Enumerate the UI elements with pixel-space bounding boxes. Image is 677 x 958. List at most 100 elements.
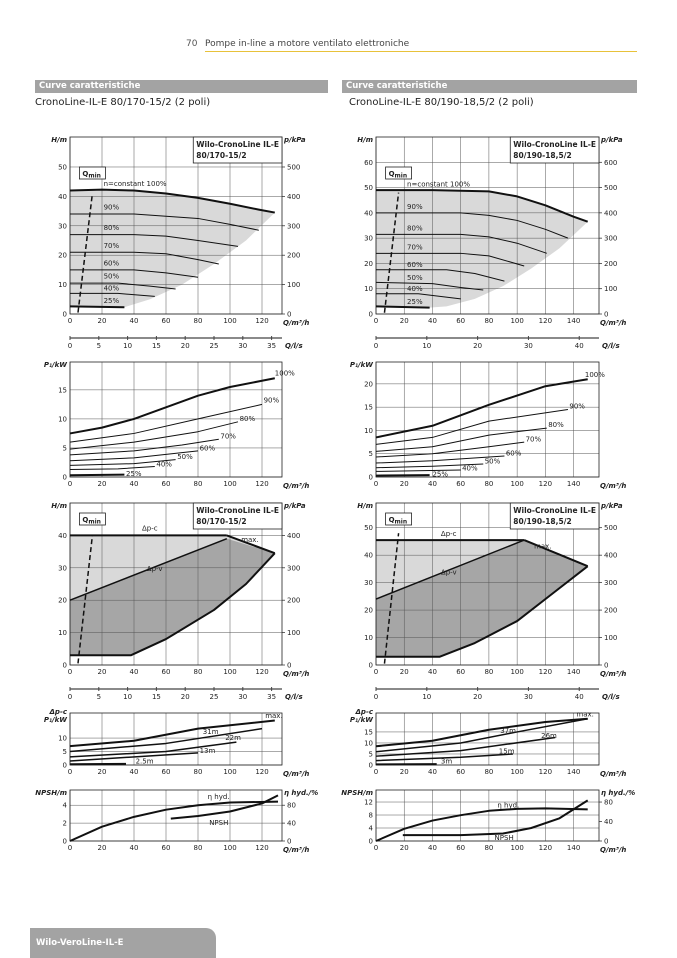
chart-p-left-series-line	[69, 403, 263, 443]
chart-n-right-series-label: NPSH	[495, 834, 514, 842]
chart-h-left-qls-tick-label: 15	[152, 342, 161, 350]
chart-p-right-series-label: 100%	[585, 371, 605, 379]
chart-h-right-frame	[375, 136, 600, 315]
chart-d-left-y2-tick-label: 0	[287, 662, 291, 670]
chart-s-left-x-tick-label: 60	[162, 768, 171, 776]
chart-p-left-x-tick-label: 100	[223, 480, 236, 488]
chart-p-left-series-line	[69, 377, 275, 435]
chart-h-left-frame	[69, 136, 283, 315]
chart-h-left-qls-tick-label: 35	[267, 342, 276, 350]
chart-h-left-series-line	[70, 213, 259, 231]
chart-h-left-qls-tick-label: 0	[68, 342, 72, 350]
chart-d-left-qmin-box	[79, 512, 106, 526]
footer-tab: Wilo-VeroLine-IL-E	[30, 928, 216, 958]
chart-s-right-y-tick-label: 10	[364, 739, 373, 747]
chart-h-left-qls-tick-label: 25	[210, 342, 219, 350]
chart-d-right-qmin-label: Qmin	[389, 516, 408, 526]
chart-p-left-series-label: 100%	[275, 369, 295, 377]
chart-d-left-qls-tick-label: 10	[123, 693, 132, 701]
chart-d-left-qls-tick-label: 30	[238, 693, 247, 701]
chart-d-left-y-tick-label: 20	[58, 597, 67, 605]
chart-s-right-x-tick-label: 40	[428, 768, 437, 776]
chart-d-right-y2-tick-label: 200	[604, 607, 617, 615]
chart-h-right-x-tick-label: 120	[539, 317, 552, 325]
chart-d-left-legend-box	[192, 502, 283, 530]
chart-s-left-series-line	[69, 727, 263, 753]
chart-d-left-x-tick-label: 40	[130, 668, 139, 676]
chart-h-right-y2-tick-label: 300	[604, 235, 617, 243]
chart-h-left-x-tick-label: 100	[223, 317, 236, 325]
chart-h-left-series-line	[69, 305, 125, 309]
chart-p-right-series-line	[375, 455, 505, 464]
section-header-left: Curve caratteristiche	[35, 80, 328, 93]
chart-h-right-y-tick-label: 20	[364, 260, 373, 268]
chart-d-right-y-tick-label: 30	[364, 579, 373, 587]
chart-h-left-y2-axis-label: p/kPa	[283, 136, 306, 144]
chart-p-right-x-tick-label: 120	[539, 480, 552, 488]
chart-d-right-legend-line2: 80/190-18,5/2	[513, 517, 571, 526]
chart-p-left-series-label: 40%	[156, 461, 172, 469]
chart-h-right-x-tick-label: 80	[484, 317, 493, 325]
chart-s-left-x-tick-label: 0	[68, 768, 72, 776]
chart-h-left-series-line	[70, 282, 176, 290]
chart-s-left-series-label: 22m	[225, 734, 241, 742]
chart-h-left-y-tick-label: 0	[63, 311, 67, 319]
chart-d-right-series-label: max.	[534, 542, 551, 550]
chart-d-left-qmin-label: Qmin	[82, 516, 101, 526]
chart-n-right-x-tick-label: 80	[484, 844, 493, 852]
chart-d-right-x-tick-label: 100	[510, 668, 523, 676]
chart-h-left-series-label: 25%	[104, 297, 120, 305]
chart-p-left-y-axis-label: P₁/kW	[44, 361, 67, 369]
chart-n-right-y-tick-label: 0	[369, 838, 373, 846]
chart-p-left-series-line	[69, 459, 176, 466]
chart-p-left-series-line	[69, 421, 239, 450]
chart-p-right-series-line	[375, 427, 547, 452]
chart-h-right-y2-tick-label: 600	[604, 159, 617, 167]
chart-d-right-series-label: Δp-c	[441, 530, 457, 538]
chart-n-left-x-axis-label: Q/m³/h	[283, 846, 309, 854]
chart-d-right-frame	[375, 502, 600, 666]
chart-h-right-legend-line2: 80/190-18,5/2	[513, 151, 571, 160]
chart-s-left-x-tick-label: 80	[194, 768, 203, 776]
chart-h-left-qls-tick-label: 5	[97, 342, 101, 350]
chart-n-right-x-tick-label: 0	[374, 844, 378, 852]
chart-p-right-series-line	[375, 463, 484, 469]
chart-n-left-y-axis-label: NPSH/m	[35, 789, 67, 797]
chart-d-right-y2-tick-label: 300	[604, 579, 617, 587]
chart-n-left-y2-tick-label: 0	[287, 838, 291, 846]
chart-p-right-x-tick-label: 80	[484, 480, 493, 488]
chart-p-right-x-tick-label: 40	[428, 480, 437, 488]
chart-d-right-qls-tick-label: 0	[374, 693, 378, 701]
chart-n-right-y-tick-label: 8	[369, 812, 373, 820]
chart-p-left-x-tick-label: 0	[68, 480, 72, 488]
chart-p-left-x-axis-label: Q/m³/h	[283, 482, 309, 490]
chart-n-right-series-line	[375, 807, 588, 842]
chart-p-right-frame	[375, 361, 600, 478]
chart-s-left-y-axis-label-2: P₁/kW	[44, 716, 67, 724]
chart-d-left-y2-tick-label: 200	[287, 597, 300, 605]
chart-h-right-x-tick-label: 40	[428, 317, 437, 325]
chart-h-left-series-line	[69, 188, 275, 214]
chart-h-left-series-line	[70, 251, 219, 265]
chart-d-left-qls-tick-label: 5	[97, 693, 101, 701]
model-title-left: CronoLine-IL-E 80/170-15/2 (2 poli)	[35, 97, 211, 108]
chart-h-left-legend-line2: 80/170-15/2	[196, 151, 246, 160]
chart-n-left-y2-tick-label: 80	[287, 802, 296, 810]
chart-h-right-series-line	[376, 189, 589, 223]
qmin-subscript: min	[395, 519, 408, 526]
chart-n-right-y-axis-label: NPSH/m	[341, 789, 373, 797]
chart-p-left-series-label: 50%	[177, 453, 193, 461]
chart-h-left-y-tick-label: 30	[58, 222, 67, 230]
chart-d-right-qls-axis-label: Q/l/s	[602, 693, 620, 701]
chart-h-right-series-line	[376, 269, 505, 282]
chart-s-left-y-tick-label: 5	[63, 748, 67, 756]
chart-p-right-y-tick-label: 20	[364, 380, 373, 388]
chart-p-left-series-label: 25%	[126, 470, 142, 478]
chart-p-right-y-tick-label: 0	[369, 474, 373, 482]
chart-p-right-series-label: 80%	[548, 421, 564, 429]
chart-d-left-y-axis-label: H/m	[51, 502, 67, 510]
chart-h-left-series-label: n=constant 100%	[104, 180, 167, 188]
chart-h-right-series-label: 70%	[407, 244, 423, 252]
chart-n-right-x-tick-label: 140	[567, 844, 580, 852]
chart-s-left-x-tick-label: 100	[223, 768, 236, 776]
